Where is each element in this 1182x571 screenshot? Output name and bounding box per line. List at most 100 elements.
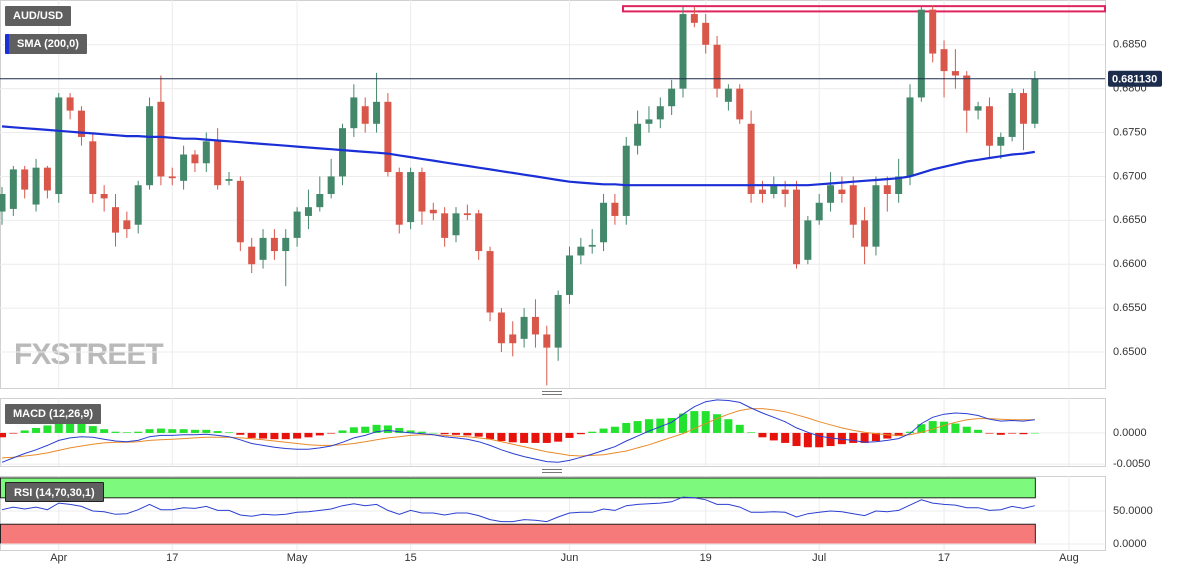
- candle-body: [89, 141, 97, 194]
- candle-body: [883, 185, 891, 194]
- macd-histogram-bar: [43, 425, 52, 433]
- candle-body: [861, 220, 869, 247]
- macd-histogram-bar: [520, 432, 529, 443]
- macd-histogram-bar: [679, 413, 687, 433]
- macd-histogram-bar: [735, 424, 744, 433]
- candle-body: [202, 141, 210, 164]
- y-tick-label: 0.6500: [1113, 346, 1147, 358]
- candle-body: [668, 88, 676, 107]
- candle-body: [77, 110, 85, 137]
- candle-body: [395, 172, 403, 225]
- macd-histogram-bar: [803, 432, 812, 448]
- candle-body: [214, 141, 222, 186]
- candle-body: [872, 185, 880, 247]
- macd-histogram-bar: [565, 432, 574, 438]
- candle-body: [146, 106, 154, 186]
- candle-body: [849, 185, 857, 225]
- macd-histogram-bar: [951, 423, 960, 433]
- candle-body: [180, 154, 188, 181]
- candle-body: [361, 106, 369, 124]
- macd-histogram-bar: [54, 422, 63, 433]
- macd-histogram-bar: [542, 432, 551, 443]
- macd-histogram-bar: [474, 432, 483, 437]
- candle-body: [622, 145, 630, 216]
- candle-body: [724, 88, 732, 102]
- macd-histogram-bar: [1019, 432, 1028, 435]
- candle-body: [270, 237, 278, 252]
- macd-histogram-bar: [588, 431, 597, 433]
- candle-body: [497, 312, 505, 344]
- macd-histogram-bar: [758, 432, 767, 438]
- macd-signal-line: [1, 408, 1035, 459]
- macd-histogram-bar: [633, 421, 642, 433]
- y-tick-label: 0.0000: [1113, 427, 1147, 439]
- candle-body: [838, 189, 846, 194]
- macd-histogram-bar: [974, 429, 983, 433]
- oversold-zone: [0, 523, 1036, 545]
- macd-histogram-bar: [917, 424, 926, 433]
- macd-histogram-bar: [769, 432, 778, 441]
- macd-histogram-bar: [429, 432, 438, 434]
- macd-histogram-bar: [259, 432, 268, 439]
- macd-histogram-bar: [1030, 432, 1039, 434]
- macd-histogram-bar: [111, 431, 120, 433]
- macd-histogram-bar: [395, 427, 404, 433]
- candle-body: [452, 213, 460, 236]
- candle-body: [804, 220, 812, 260]
- sma-label: SMA (200,0): [5, 34, 87, 54]
- macd-histogram-bar: [406, 430, 415, 433]
- macd-histogram-bar: [440, 432, 449, 435]
- x-tick-label: Jul: [812, 552, 826, 564]
- x-tick-label: 19: [700, 552, 712, 564]
- candle-body: [373, 101, 381, 124]
- candle-body: [486, 251, 494, 313]
- macd-histogram-bar: [871, 432, 880, 442]
- candle-body: [100, 194, 108, 199]
- macd-histogram-bar: [486, 432, 495, 440]
- candle-body: [747, 123, 755, 194]
- candle-body: [906, 97, 914, 177]
- candle-body: [384, 101, 392, 173]
- y-tick-label: 0.6750: [1113, 126, 1147, 138]
- candle-body: [475, 213, 483, 252]
- candle-body: [66, 97, 74, 111]
- macd-histogram-bar: [66, 422, 75, 433]
- macd-histogram-bar: [883, 432, 892, 439]
- macd-histogram-bar: [293, 432, 302, 439]
- candle-body: [316, 194, 324, 208]
- candle-body: [441, 213, 449, 238]
- x-tick-label: May: [287, 552, 308, 564]
- candle-body: [236, 180, 244, 243]
- macd-histogram-bar: [32, 427, 41, 433]
- macd-histogram-bar: [270, 432, 279, 440]
- candle-body: [248, 246, 256, 265]
- macd-histogram-bar: [1008, 432, 1017, 434]
- macd-histogram-bar: [156, 428, 165, 433]
- macd-line: [1, 399, 1035, 463]
- candle-body: [463, 213, 471, 216]
- candle-body: [611, 202, 619, 216]
- macd-histogram-bar: [338, 430, 347, 433]
- candle-body: [293, 211, 301, 238]
- macd-histogram-bar: [497, 432, 506, 442]
- sma-line: [1, 125, 1035, 187]
- macd-histogram-bar: [202, 429, 211, 433]
- candle-body: [225, 179, 233, 181]
- candle-body: [259, 237, 267, 260]
- candle-body: [758, 189, 766, 194]
- candle-body: [827, 185, 835, 203]
- macd-histogram-bar: [225, 432, 233, 433]
- macd-histogram-bar: [985, 432, 994, 434]
- panel-frame: [0, 0, 1106, 389]
- candle-body: [123, 220, 131, 230]
- x-tick-label: 15: [404, 552, 416, 564]
- candle-body: [0, 194, 6, 212]
- candle-body: [418, 172, 426, 212]
- macd-histogram-bar: [690, 411, 699, 433]
- rsi-label: RSI (14,70,30,1): [5, 482, 104, 502]
- macd-histogram-bar: [940, 421, 949, 433]
- candle-body: [815, 202, 823, 221]
- candle-body: [327, 176, 335, 194]
